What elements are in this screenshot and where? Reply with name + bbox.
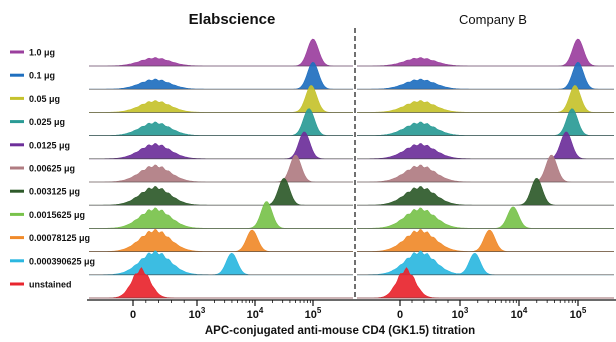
legend-label-0-0015625-g: 0.0015625 μg <box>29 210 85 220</box>
x-tick-label-company-b: 105 <box>570 306 587 321</box>
histogram-company-b-0-00078125-g <box>357 228 614 252</box>
histogram-company-b-0-00625-g <box>357 154 614 183</box>
histogram-elabscience-0-0015625-g <box>89 201 353 229</box>
legend-label-1-0-g: 1.0 μg <box>29 48 55 58</box>
histogram-elabscience-1-0-g <box>89 38 353 67</box>
histogram-elabscience-0-00078125-g <box>89 228 353 252</box>
histogram-company-b-0-0125-g <box>357 131 614 160</box>
x-tick-label-elabscience: 105 <box>305 306 322 321</box>
histogram-company-b-0-000390625-g <box>357 250 614 276</box>
panel-title-elabscience: Elabscience <box>189 11 276 28</box>
histogram-company-b-0-1-g <box>357 61 614 90</box>
histogram-company-b-0-05-g <box>357 85 614 113</box>
x-tick-label-elabscience: 104 <box>247 306 264 321</box>
histogram-elabscience-0-000390625-g <box>89 250 353 276</box>
legend-label-unstained: unstained <box>29 280 72 290</box>
legend-label-0-1-g: 0.1 μg <box>29 71 55 81</box>
legend-label-0-05-g: 0.05 μg <box>29 94 60 104</box>
x-axis-title: APC-conjugated anti-mouse CD4 (GK1.5) ti… <box>205 325 475 337</box>
histogram-elabscience-0-00625-g <box>89 154 353 183</box>
legend-label-0-00078125-g: 0.00078125 μg <box>29 233 90 243</box>
legend-label-0-00625-g: 0.00625 μg <box>29 164 75 174</box>
x-tick-label-elabscience: 0 <box>130 309 136 321</box>
histogram-company-b-0-0015625-g <box>357 206 614 229</box>
legend-label-0-025-g: 0.025 μg <box>29 117 65 127</box>
histogram-elabscience-0-025-g <box>89 108 353 136</box>
x-tick-label-company-b: 0 <box>397 309 403 321</box>
x-tick-label-company-b: 103 <box>452 306 469 321</box>
histogram-elabscience-0-1-g <box>89 61 353 90</box>
histogram-elabscience-0-0125-g <box>89 131 353 160</box>
x-tick-label-company-b: 104 <box>511 306 528 321</box>
x-tick-label-elabscience: 103 <box>189 306 206 321</box>
legend-label-0-000390625-g: 0.000390625 μg <box>29 256 95 266</box>
histogram-company-b-0-025-g <box>357 108 614 136</box>
legend-label-0-003125-g: 0.003125 μg <box>29 187 80 197</box>
legend-label-0-0125-g: 0.0125 μg <box>29 140 70 150</box>
panel-title-company-b: Company B <box>459 12 527 27</box>
histogram-company-b-1-0-g <box>357 38 614 67</box>
